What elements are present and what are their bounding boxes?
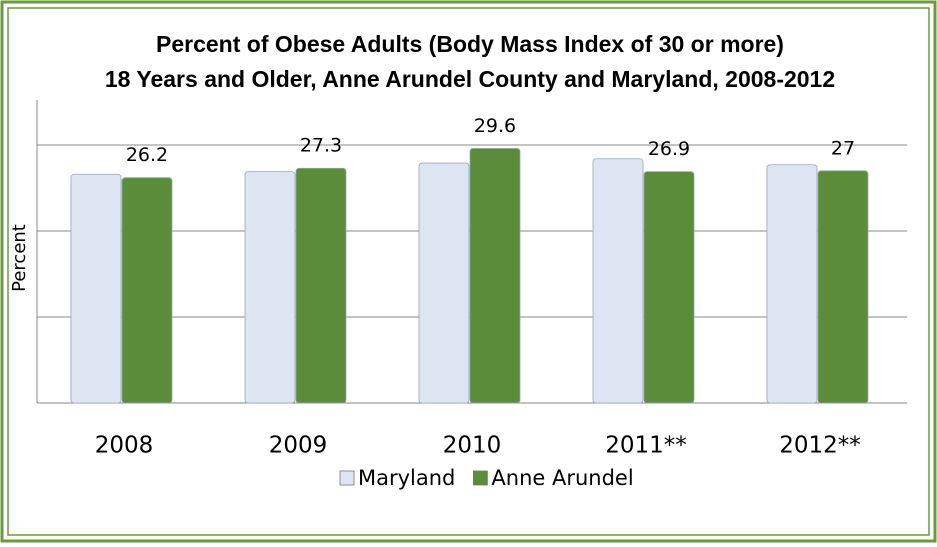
legend-swatch: [339, 470, 355, 486]
value-label: 29.6: [474, 115, 516, 137]
value-label: 27: [831, 137, 855, 159]
bar: [817, 170, 869, 404]
x-tick-label: 2011**: [605, 433, 687, 459]
inner-frame: [7, 7, 930, 536]
bar: [295, 167, 347, 404]
value-label: 26.9: [648, 138, 690, 160]
value-label: 26.2: [126, 144, 168, 166]
bar: [643, 171, 695, 404]
bar: [121, 177, 173, 404]
bar: [70, 173, 122, 404]
chart-title: Percent of Obese Adults (Body Mass Index…: [156, 31, 784, 57]
x-tick-label: 2008: [95, 433, 154, 459]
y-axis-label: Percent: [9, 224, 30, 292]
x-tick-label: 2012**: [779, 433, 861, 459]
legend-label: Maryland: [358, 466, 455, 490]
x-tick-label: 2009: [269, 433, 328, 459]
chart-subtitle: 18 Years and Older, Anne Arundel County …: [105, 66, 835, 92]
value-label: 27.3: [300, 135, 342, 157]
x-tick-label: 2010: [443, 433, 502, 459]
bar: [592, 158, 644, 404]
bar: [766, 164, 818, 404]
bar: [244, 171, 296, 404]
legend-swatch: [473, 470, 488, 486]
bar: [469, 148, 521, 404]
legend-label: Anne Arundel: [491, 466, 633, 490]
bar: [418, 162, 470, 404]
